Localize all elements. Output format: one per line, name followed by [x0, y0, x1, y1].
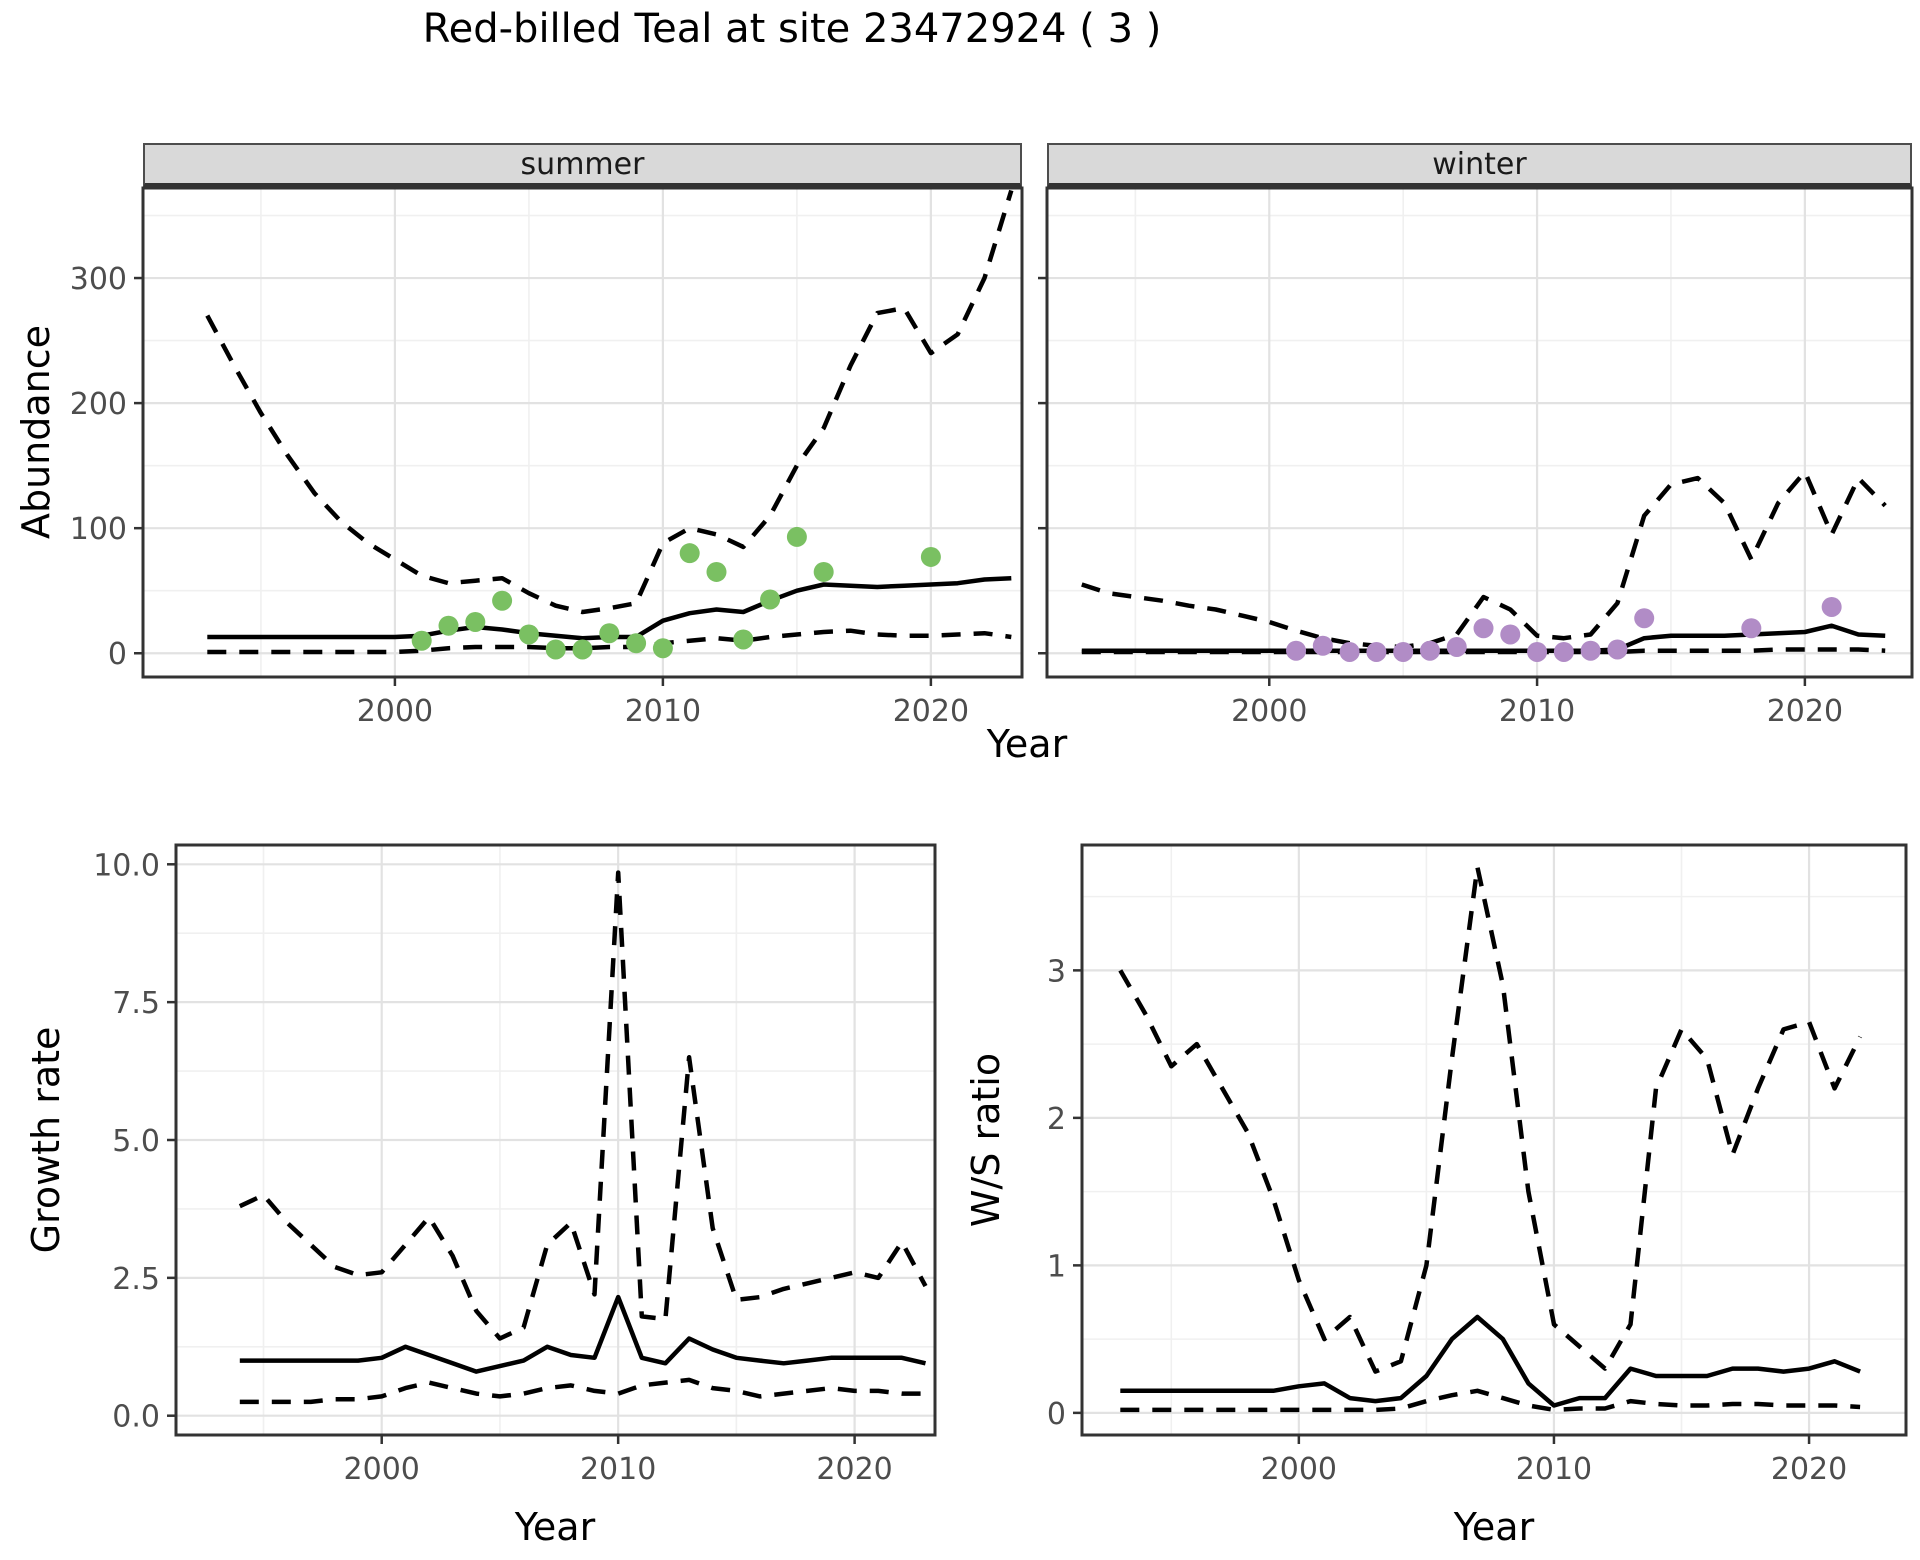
data-point — [1419, 640, 1440, 661]
upper95CI-line-abundance_winter — [1081, 469, 1887, 650]
data-point — [1527, 641, 1548, 662]
data-point — [1607, 639, 1628, 660]
panel-abundance_summer: 2000 2010 2020 0 100 200 300 — [70, 186, 1024, 729]
data-point — [1553, 641, 1574, 662]
y-tick-label: 0 — [1047, 1397, 1066, 1432]
x-tick-label: 2020 — [1767, 694, 1843, 729]
y-tick-label: 10.0 — [93, 848, 160, 883]
data-point — [652, 638, 673, 659]
data-point — [1286, 640, 1307, 661]
y-tick-label: 1 — [1047, 1249, 1066, 1284]
data-point — [1580, 640, 1601, 661]
data-point — [1312, 635, 1333, 656]
axis-abundance_winter: 2000 2010 2020 — [1038, 276, 1843, 729]
data-point — [1821, 596, 1842, 617]
axis-ws_ratio: 2000 2010 2020 0 1 2 3 — [1047, 954, 1847, 1487]
axis-growth_rate: 2000 2010 2020 0.0 2.5 5.0 7.5 10.0 — [93, 848, 893, 1487]
data-point — [492, 590, 513, 611]
y-tick-label: 2 — [1047, 1102, 1066, 1137]
panel-border-ws_ratio — [1080, 843, 1908, 1437]
data-point — [1339, 641, 1360, 662]
x-tick-label: 2010 — [625, 694, 701, 729]
data-point — [813, 561, 834, 582]
data-point — [518, 624, 539, 645]
facet-strip-winter: winter — [1047, 143, 1912, 188]
x-tick-label: 2010 — [580, 1452, 656, 1487]
y-tick-label: 2.5 — [112, 1262, 160, 1297]
gridlines-ws_ratio — [1082, 845, 1906, 1435]
y-tick-label: 0 — [108, 637, 127, 672]
data-point — [786, 526, 807, 547]
facet-strip-summer: summer — [143, 143, 1022, 188]
gridlines-growth_rate — [176, 845, 935, 1435]
data-point — [572, 639, 593, 660]
data-point — [1393, 641, 1414, 662]
series-ws_ratio — [1118, 864, 1863, 1413]
data-point — [465, 611, 486, 632]
facet-strip-winter-label: winter — [1432, 146, 1527, 182]
series-growth_rate — [238, 870, 928, 1405]
y-tick-label: 3 — [1047, 954, 1066, 989]
y-tick-label: 7.5 — [112, 986, 160, 1021]
mean-line-ws_ratio — [1120, 1314, 1861, 1408]
data-point — [545, 639, 566, 660]
mean-line-growth_rate — [239, 1294, 927, 1374]
panel-border-abundance_winter — [1045, 186, 1914, 679]
data-point — [733, 629, 754, 650]
x-axis-title-ws-ratio: Year — [1453, 1505, 1535, 1549]
upper95CI-line-abundance_summer — [205, 189, 1014, 615]
panel-abundance_winter: 2000 2010 2020 — [1038, 186, 1914, 729]
x-tick-label: 2010 — [1516, 1452, 1592, 1487]
y-tick-label: 200 — [70, 387, 127, 422]
panel-growth_rate: 2000 2010 2020 0.0 2.5 5.0 7.5 10.0 — [93, 843, 937, 1487]
data-point — [438, 615, 459, 636]
data-point — [920, 546, 941, 567]
data-point — [599, 623, 620, 644]
x-tick-label: 2010 — [1499, 694, 1575, 729]
x-tick-label: 2020 — [893, 694, 969, 729]
y-tick-label: 100 — [70, 512, 127, 547]
data-point — [1741, 618, 1762, 639]
chart-title: Red-billed Teal at site 23472924 ( 3 ) — [422, 6, 1162, 52]
y-tick-label: 5.0 — [112, 1124, 160, 1159]
x-tick-label: 2020 — [816, 1452, 892, 1487]
lower95CI-line-abundance_winter — [1081, 647, 1886, 655]
x-axis-title-growth-rate: Year — [514, 1505, 596, 1549]
data-point — [1446, 636, 1467, 657]
lower95CI-line-abundance_summer — [207, 628, 1012, 655]
panel-border-abundance_summer — [141, 186, 1024, 679]
x-tick-label: 2000 — [1231, 694, 1307, 729]
data-point — [1634, 608, 1655, 629]
data-point — [706, 561, 727, 582]
data-point — [1500, 624, 1521, 645]
x-tick-label: 2000 — [1261, 1452, 1337, 1487]
axis-abundance_summer: 2000 2010 2020 0 100 200 300 — [70, 262, 969, 729]
points-abundance_summer — [411, 526, 941, 660]
upper95CI-line-ws_ratio — [1118, 864, 1863, 1374]
data-point — [760, 589, 781, 610]
y-tick-label: 0.0 — [112, 1400, 160, 1435]
x-tick-label: 2020 — [1771, 1452, 1847, 1487]
data-point — [1473, 618, 1494, 639]
x-axis-title-top: Year — [986, 722, 1068, 766]
x-tick-label: 2000 — [357, 694, 433, 729]
upper95CI-line-growth_rate — [238, 870, 928, 1341]
data-point — [626, 633, 647, 654]
lower95CI-line-ws_ratio — [1120, 1388, 1861, 1413]
data-point — [411, 630, 432, 651]
data-point — [679, 543, 700, 564]
points-abundance_winter — [1286, 596, 1842, 662]
y-tick-label: 300 — [70, 262, 127, 297]
data-point — [1366, 641, 1387, 662]
lower95CI-line-growth_rate — [239, 1377, 926, 1405]
x-tick-label: 2000 — [344, 1452, 420, 1487]
panel-ws_ratio: 2000 2010 2020 0 1 2 3 — [1047, 843, 1908, 1487]
facet-strip-summer-label: summer — [520, 146, 645, 182]
